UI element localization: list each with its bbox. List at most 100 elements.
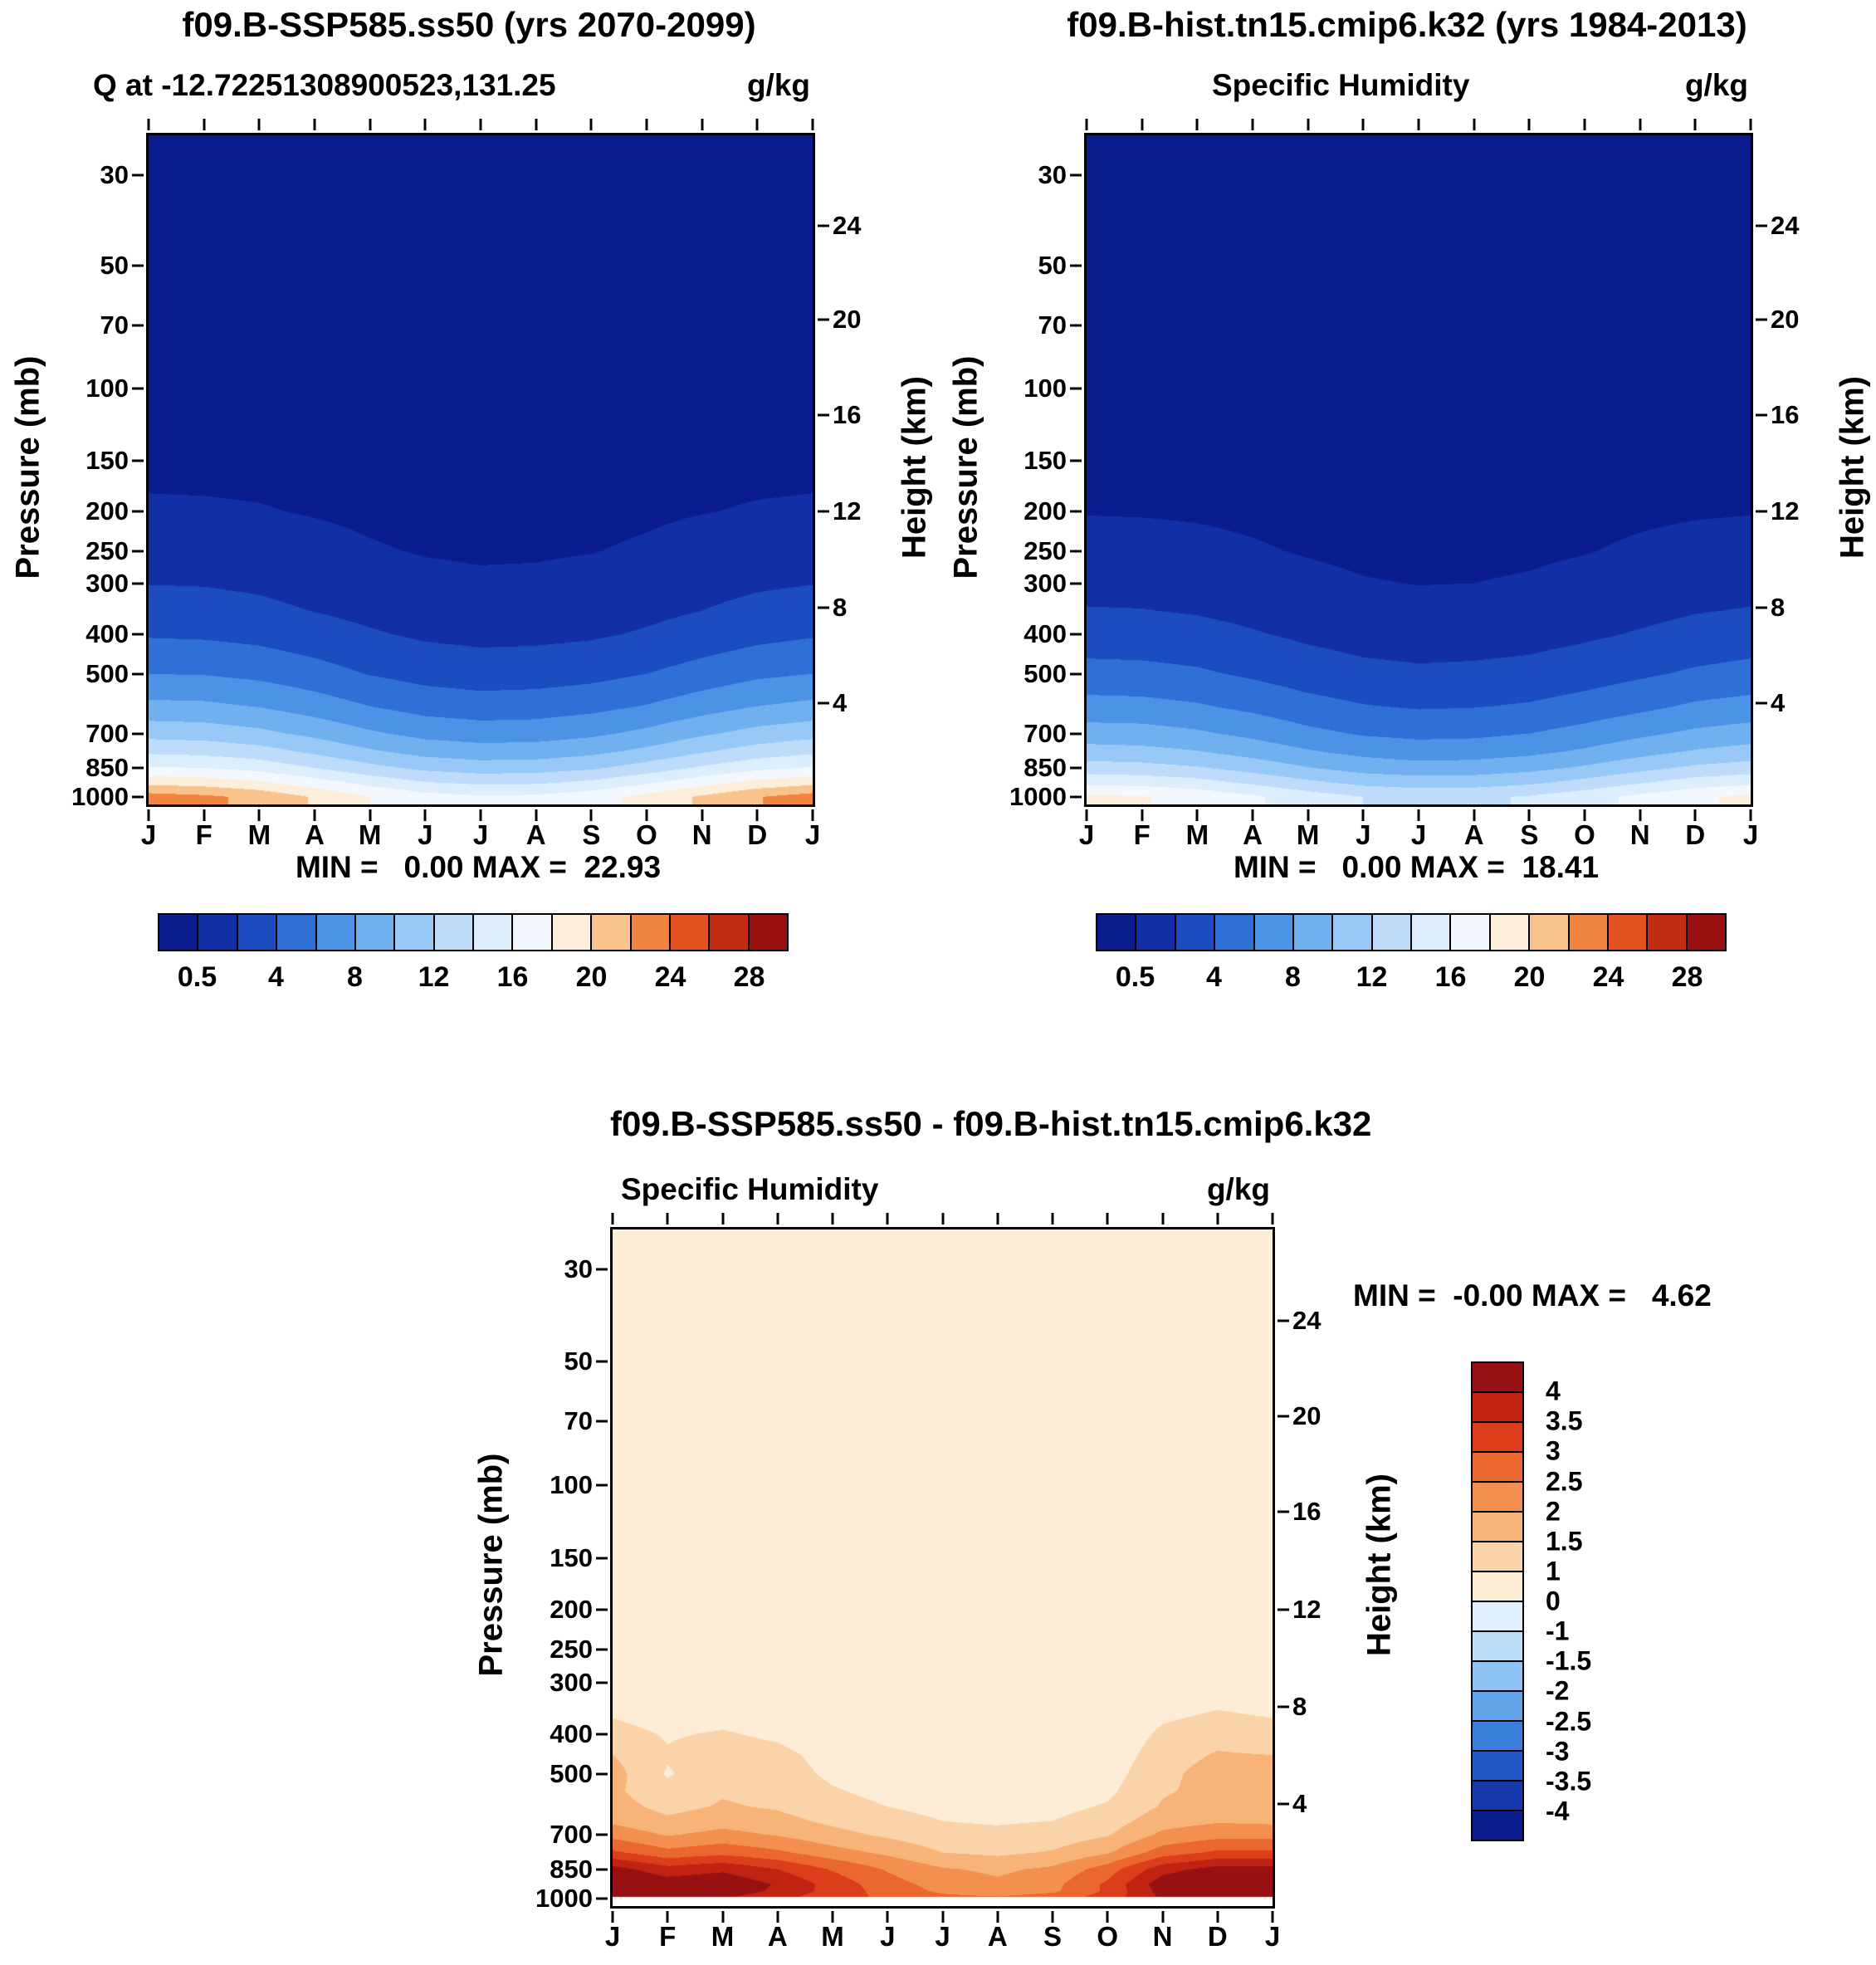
colorbar-cell — [1471, 1451, 1524, 1483]
pressure-axis-tick — [596, 1733, 608, 1736]
month-tick-label: J — [880, 1921, 896, 1952]
height-tick-label: 20 — [1292, 1400, 1322, 1430]
month-axis-tick — [996, 1911, 999, 1923]
colorbar-tick-label: 1 — [1546, 1556, 1561, 1586]
colorbar-tick-label: -1 — [1546, 1616, 1570, 1646]
pressure-axis-tick — [596, 1268, 608, 1271]
month-axis-tick-top — [1307, 119, 1310, 130]
month-axis-tick-top — [1161, 1213, 1164, 1224]
colorbar-cell — [1410, 913, 1452, 951]
pressure-tick-label: 50 — [1038, 250, 1067, 280]
month-tick-label: N — [1629, 819, 1650, 850]
month-tick-label: M — [821, 1921, 844, 1952]
month-tick-label: M — [1185, 819, 1209, 850]
month-axis-tick-top — [811, 119, 814, 130]
colorbar-cell — [1471, 1780, 1524, 1811]
min-max-label: MIN = 0.00 MAX = 22.93 — [295, 850, 662, 884]
min-max-label: MIN = 0.00 MAX = 18.41 — [1233, 850, 1600, 884]
contour-plot-frame: 30 50 70 100 150 200 250 300 400 500 700 850 1000 24 2… — [1009, 119, 1799, 850]
month-tick-label: J — [935, 1921, 950, 1952]
month-axis-tick-top — [886, 1213, 889, 1224]
colorbar-cell — [1471, 1750, 1524, 1782]
height-axis-tick — [818, 701, 829, 705]
month-axis-tick-top — [941, 1213, 944, 1224]
pressure-axis-tick — [1070, 510, 1082, 513]
month-axis-tick — [1749, 809, 1752, 821]
colorbar-cell — [1646, 913, 1688, 951]
colorbar-cell — [1471, 1630, 1524, 1662]
month-axis-tick — [701, 809, 704, 821]
colorbar-cell — [1135, 913, 1176, 951]
colorbar-cell — [1449, 913, 1491, 951]
pressure-tick-label: 400 — [85, 619, 129, 649]
pressure-tick-label: 150 — [550, 1542, 593, 1572]
colorbar-tick-label: 0.5 — [177, 961, 217, 993]
height-axis-tick — [818, 318, 829, 321]
month-axis-tick-top — [831, 1213, 834, 1224]
month-axis-tick-top — [1583, 119, 1586, 130]
colorbar-cell — [197, 913, 238, 951]
height-tick-label: 20 — [1771, 305, 1800, 335]
month-axis-tick-top — [1085, 119, 1088, 130]
month-tick-label: A — [525, 819, 546, 850]
pressure-tick-label: 400 — [1023, 619, 1067, 649]
units-label: g/kg — [1684, 68, 1748, 102]
colorbar-tick-label: -3 — [1546, 1736, 1570, 1767]
pressure-tick-label: 250 — [1023, 535, 1067, 565]
month-axis-tick — [886, 1911, 889, 1923]
pressure-tick-label: 50 — [100, 250, 129, 280]
month-axis-tick — [666, 1911, 669, 1923]
pressure-axis-tick — [1070, 633, 1082, 636]
pressure-axis-tick — [132, 387, 144, 390]
month-axis-tick — [1307, 809, 1310, 821]
month-axis-tick — [1473, 809, 1476, 821]
panel-ssp585: f09.B-SSP585.ss50 (yrs 2070-2099) Q at -… — [0, 0, 938, 1071]
colorbar-tick-label: 12 — [1356, 961, 1388, 993]
month-axis-tick-top — [1417, 119, 1420, 130]
month-tick-label: D — [1207, 1921, 1228, 1952]
colorbar-tick-label: 8 — [1285, 961, 1301, 993]
panel-title: f09.B-hist.tn15.cmip6.k32 (yrs 1984-2013… — [1067, 5, 1747, 44]
min-max-label: MIN = -0.00 MAX = 4.62 — [1353, 1278, 1712, 1312]
month-tick-label: D — [747, 819, 768, 850]
month-axis-tick — [755, 809, 759, 821]
month-tick-label: J — [1264, 1921, 1281, 1952]
pressure-axis-tick — [1070, 174, 1082, 177]
colorbar-tick-label: 0 — [1546, 1586, 1561, 1616]
height-tick-label: 12 — [1292, 1595, 1322, 1625]
pressure-axis-tick — [132, 766, 144, 770]
height-axis-tick — [1756, 606, 1767, 609]
colorbar-cell — [1471, 1660, 1524, 1692]
month-axis-tick-top — [1216, 1213, 1219, 1224]
month-axis-tick — [203, 809, 206, 821]
month-axis-tick-top — [313, 119, 316, 130]
pressure-tick-label: 500 — [1023, 658, 1067, 688]
pressure-tick-label: 850 — [85, 753, 129, 783]
month-axis-tick — [1271, 1911, 1274, 1923]
colorbar-cell — [1471, 1391, 1524, 1423]
month-axis-tick — [1583, 809, 1586, 821]
pressure-tick-label: 100 — [1023, 373, 1067, 403]
month-axis-tick — [776, 1911, 779, 1923]
height-axis-title: Height (km) — [1361, 1474, 1398, 1656]
pressure-tick-label: 100 — [85, 373, 129, 403]
month-axis-tick — [1085, 809, 1088, 821]
height-axis-tick — [1278, 1608, 1289, 1611]
pressure-tick-label: 30 — [100, 159, 129, 189]
month-axis-tick-top — [1749, 119, 1752, 130]
month-axis-tick-top — [645, 119, 648, 130]
colorbar-cell — [1606, 913, 1649, 951]
month-axis-tick-top — [1195, 119, 1199, 130]
colorbar-cell — [276, 913, 317, 951]
pressure-axis-tick — [1070, 732, 1082, 736]
pressure-axis-tick — [596, 1772, 608, 1776]
colorbar-cell — [708, 913, 750, 951]
month-axis-tick-top — [203, 119, 206, 130]
month-axis-tick — [1693, 809, 1697, 821]
colorbar-tick-label: 16 — [496, 961, 529, 993]
month-axis-tick — [313, 809, 316, 821]
pressure-axis-tick — [132, 732, 144, 736]
pressure-axis-tick — [132, 459, 144, 462]
colorbar-cell — [236, 913, 278, 951]
month-tick-label: A — [305, 819, 325, 850]
